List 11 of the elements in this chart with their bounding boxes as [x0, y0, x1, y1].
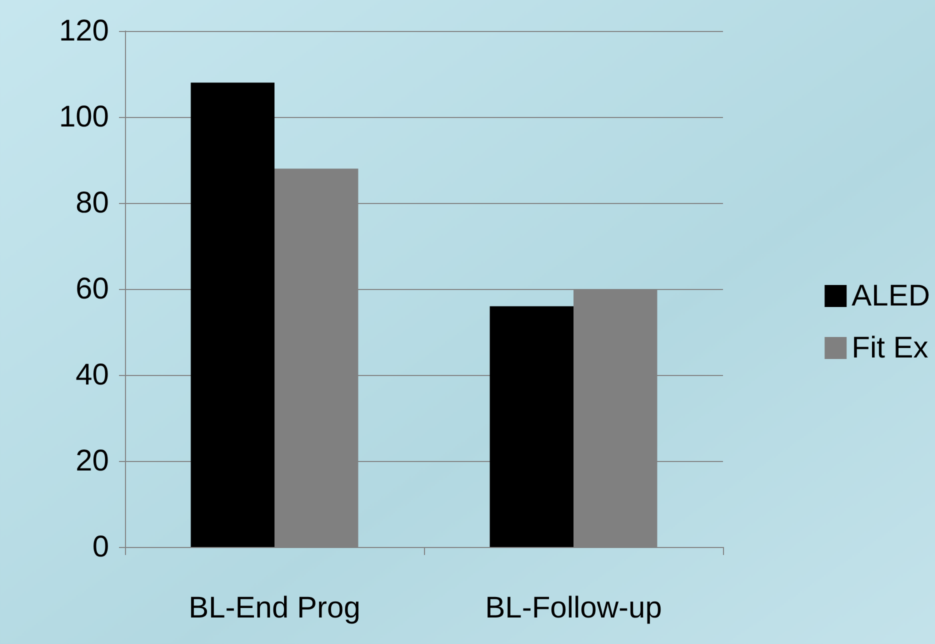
- y-tick-label: 80: [76, 186, 109, 220]
- x-tick-label: BL-End Prog: [188, 592, 360, 624]
- y-tick-label: 20: [76, 444, 109, 478]
- legend-label: Fit Ex: [852, 332, 928, 364]
- y-tick-label: 40: [76, 358, 109, 392]
- y-tick-label: 120: [58, 14, 109, 48]
- y-tick-label: 60: [76, 272, 109, 306]
- legend-label: ALED: [852, 280, 930, 312]
- x-tick-label: BL-Follow-up: [485, 592, 662, 624]
- y-tick-label: 100: [58, 100, 109, 134]
- y-tick-label: 0: [92, 530, 109, 564]
